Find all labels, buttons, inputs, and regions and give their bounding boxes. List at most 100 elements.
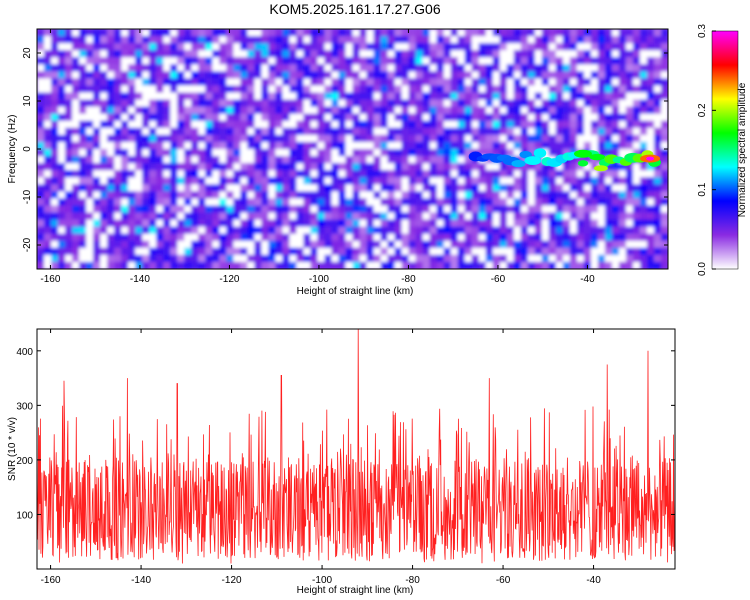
heatmap-cell	[387, 219, 396, 228]
heatmap-cell	[72, 170, 80, 178]
heatmap-cell	[471, 127, 480, 136]
heatmap-cell	[142, 120, 150, 129]
heatmap-cell	[625, 57, 634, 65]
heatmap-cell	[450, 205, 459, 214]
heatmap-cell	[198, 198, 206, 207]
heatmap-cell	[639, 85, 648, 94]
heatmap-cell	[149, 120, 157, 129]
heatmap-cell	[233, 85, 241, 94]
heatmap-cell	[156, 219, 164, 228]
heatmap-cell	[226, 198, 234, 207]
heatmap-cell	[170, 141, 178, 150]
heatmap-cell	[86, 113, 94, 122]
heatmap-cell	[457, 127, 466, 136]
heatmap-cell	[331, 233, 340, 242]
heatmap-cell	[457, 212, 466, 221]
heatmap-cell	[170, 57, 178, 65]
heatmap-cell	[653, 240, 662, 249]
heatmap-cell	[226, 226, 234, 235]
heatmap-cell	[464, 127, 473, 136]
heatmap-cell	[86, 149, 94, 157]
heatmap-cell	[632, 36, 641, 44]
heatmap-cell	[114, 261, 122, 269]
heatmap-cell	[177, 254, 185, 263]
heatmap-cell	[317, 184, 326, 192]
heatmap-cell	[562, 50, 571, 58]
heatmap-cell	[121, 240, 129, 249]
heatmap-cell	[37, 149, 45, 157]
heatmap-cell	[233, 254, 241, 263]
heatmap-cell	[534, 254, 543, 263]
heatmap-cell	[44, 71, 52, 80]
heatmap-cell	[135, 254, 143, 263]
heatmap-cell	[51, 141, 59, 150]
heatmap-cell	[541, 191, 550, 200]
heatmap-cell	[380, 254, 389, 263]
heatmap-cell	[170, 170, 178, 178]
heatmap-cell	[296, 141, 305, 150]
heatmap-cell	[317, 233, 326, 242]
heatmap-cell	[415, 78, 424, 87]
heatmap-cell	[65, 64, 73, 72]
heatmap-cell	[373, 226, 382, 235]
heatmap-cell	[569, 226, 578, 235]
heatmap-cell	[65, 29, 73, 37]
heatmap-cell	[653, 120, 662, 129]
heatmap-cell	[198, 212, 206, 221]
heatmap-cell	[443, 64, 452, 72]
heatmap-cell	[506, 205, 515, 214]
heatmap-cell	[198, 226, 206, 235]
heatmap-cell	[653, 184, 662, 192]
heatmap-cell	[114, 254, 122, 263]
heatmap-cell	[254, 170, 262, 178]
heatmap-cell	[128, 120, 136, 129]
heatmap-cell	[128, 184, 136, 192]
heatmap-cell	[408, 57, 417, 65]
heatmap-cell	[51, 240, 59, 249]
heatmap-cell	[205, 156, 213, 164]
heatmap-cell	[261, 43, 269, 51]
heatmap-cell	[51, 78, 59, 87]
heatmap-cell	[527, 184, 536, 192]
heatmap-cell	[450, 43, 459, 51]
heatmap-cell	[219, 36, 227, 44]
heatmap-cell	[562, 177, 571, 185]
heatmap-cell	[562, 198, 571, 207]
heatmap-cell	[576, 205, 585, 214]
heatmap-cell	[632, 127, 641, 136]
heatmap-cell	[121, 71, 129, 80]
heatmap-cell	[233, 43, 241, 51]
heatmap-cell	[156, 254, 164, 263]
heatmap-cell	[366, 92, 375, 101]
heatmap-cell	[457, 50, 466, 58]
heatmap-cell	[226, 219, 234, 228]
heatmap-cell	[618, 205, 627, 214]
heatmap-cell	[310, 254, 319, 263]
heatmap-cell	[555, 254, 564, 263]
heatmap-cell	[611, 120, 620, 129]
heatmap-cell	[387, 191, 396, 200]
heatmap-cell	[268, 149, 276, 157]
heatmap-cell	[338, 205, 347, 214]
heatmap-cell	[163, 64, 171, 72]
heatmap-cell	[135, 50, 143, 58]
heatmap-cell	[625, 149, 634, 157]
heatmap-cell	[464, 191, 473, 200]
heatmap-cell	[226, 99, 234, 108]
heatmap-cell	[170, 134, 178, 143]
heatmap-cell	[114, 247, 122, 256]
heatmap-cell	[604, 36, 613, 44]
heatmap-cell	[58, 191, 66, 200]
heatmap-cell	[534, 113, 543, 122]
heatmap-cell	[72, 57, 80, 65]
heatmap-cell	[660, 120, 668, 129]
heatmap-cell	[205, 141, 213, 150]
heatmap-cell	[121, 219, 129, 228]
heatmap-cell	[317, 177, 326, 185]
heatmap-cell	[562, 226, 571, 235]
heatmap-cell	[660, 85, 668, 94]
heatmap-cell	[562, 43, 571, 51]
heatmap-cell	[261, 226, 269, 235]
heatmap-cell	[254, 106, 262, 115]
heatmap-cell	[443, 163, 452, 171]
